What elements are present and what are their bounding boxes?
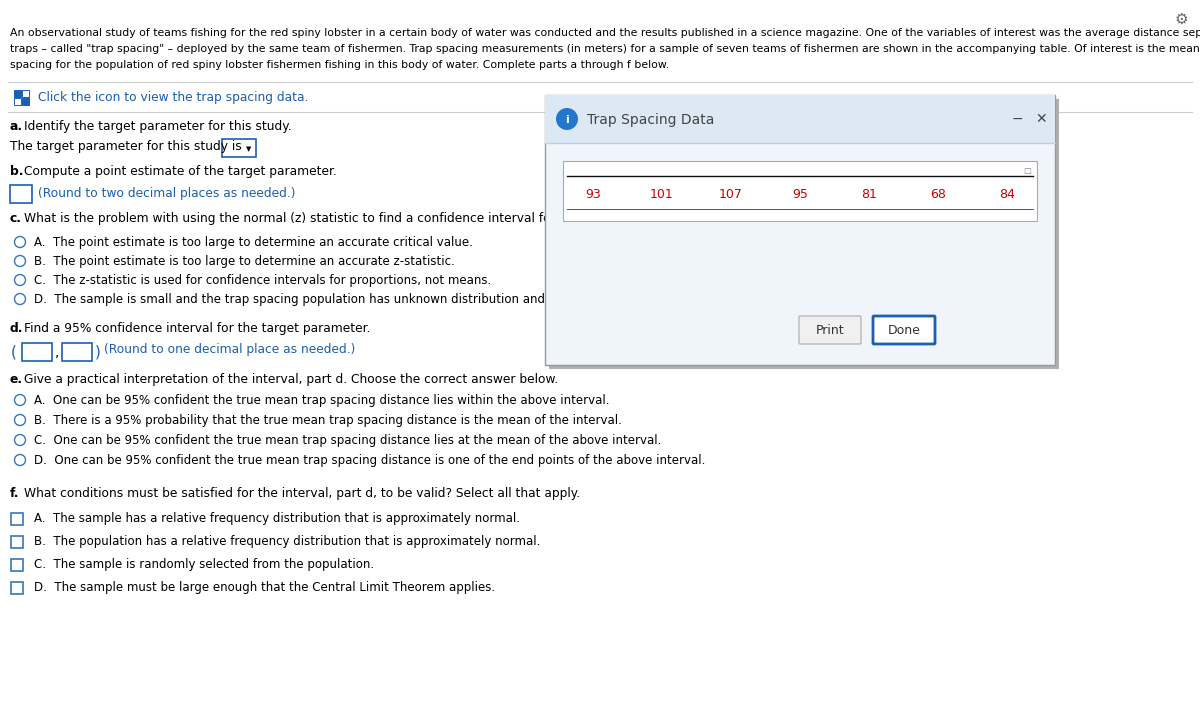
Circle shape xyxy=(14,275,25,285)
Text: C.  One can be 95% confident the true mean trap spacing distance lies at the mea: C. One can be 95% confident the true mea… xyxy=(34,434,661,447)
FancyBboxPatch shape xyxy=(11,513,23,525)
Text: Click the icon to view the trap spacing data.: Click the icon to view the trap spacing … xyxy=(38,92,308,104)
Text: B.  The population has a relative frequency distribution that is approximately n: B. The population has a relative frequen… xyxy=(34,535,540,548)
Text: 84: 84 xyxy=(1000,188,1015,201)
Text: ,: , xyxy=(55,345,59,359)
FancyBboxPatch shape xyxy=(799,316,862,344)
Text: −: − xyxy=(1012,112,1022,126)
Text: D.  The sample is small and the trap spacing population has unknown distribution: D. The sample is small and the trap spac… xyxy=(34,293,664,306)
Circle shape xyxy=(14,256,25,266)
Text: A.  The point estimate is too large to determine an accurate critical value.: A. The point estimate is too large to de… xyxy=(34,236,473,249)
FancyBboxPatch shape xyxy=(11,559,23,571)
FancyBboxPatch shape xyxy=(874,316,935,344)
Circle shape xyxy=(14,454,25,466)
Text: a.: a. xyxy=(10,120,23,133)
Text: ⚙: ⚙ xyxy=(1175,12,1188,27)
Text: Print: Print xyxy=(816,324,845,337)
Text: traps – called "trap spacing" – deployed by the same team of fishermen. Trap spa: traps – called "trap spacing" – deployed… xyxy=(10,44,1200,54)
Text: 107: 107 xyxy=(719,188,743,201)
Text: 101: 101 xyxy=(650,188,674,201)
Text: B.  The point estimate is too large to determine an accurate z-statistic.: B. The point estimate is too large to de… xyxy=(34,255,455,268)
Text: What conditions must be satisfied for the interval, part d, to be valid? Select : What conditions must be satisfied for th… xyxy=(24,487,580,500)
FancyBboxPatch shape xyxy=(22,343,52,361)
FancyBboxPatch shape xyxy=(14,98,22,105)
Text: What is the problem with using the normal (z) statistic to find a confidence int: What is the problem with using the norma… xyxy=(24,212,696,225)
Circle shape xyxy=(14,395,25,405)
Text: b.: b. xyxy=(10,165,24,178)
Text: Identify the target parameter for this study.: Identify the target parameter for this s… xyxy=(24,120,292,133)
Text: (: ( xyxy=(11,344,17,359)
Text: Give a practical interpretation of the interval, part d. Choose the correct answ: Give a practical interpretation of the i… xyxy=(24,373,558,386)
FancyBboxPatch shape xyxy=(10,185,32,203)
Text: The target parameter for this study is: The target parameter for this study is xyxy=(10,140,241,153)
Text: Done: Done xyxy=(888,324,920,337)
Circle shape xyxy=(556,108,578,130)
FancyBboxPatch shape xyxy=(11,582,23,594)
Text: 81: 81 xyxy=(862,188,877,201)
Text: f.: f. xyxy=(10,487,19,500)
Text: Trap Spacing Data: Trap Spacing Data xyxy=(587,113,714,127)
Circle shape xyxy=(14,415,25,425)
Circle shape xyxy=(14,435,25,445)
Text: Find a 95% confidence interval for the target parameter.: Find a 95% confidence interval for the t… xyxy=(24,322,371,335)
FancyBboxPatch shape xyxy=(545,95,1055,365)
Text: A.  One can be 95% confident the true mean trap spacing distance lies within the: A. One can be 95% confident the true mea… xyxy=(34,394,610,407)
FancyBboxPatch shape xyxy=(22,98,29,105)
FancyBboxPatch shape xyxy=(563,161,1037,221)
Circle shape xyxy=(14,293,25,305)
Text: (Round to two decimal places as needed.): (Round to two decimal places as needed.) xyxy=(38,187,295,200)
Text: ): ) xyxy=(95,344,101,359)
FancyBboxPatch shape xyxy=(222,139,256,157)
Circle shape xyxy=(14,236,25,248)
FancyBboxPatch shape xyxy=(62,343,92,361)
Text: (Round to one decimal place as needed.): (Round to one decimal place as needed.) xyxy=(104,343,355,356)
Text: D.  The sample must be large enough that the Central Limit Theorem applies.: D. The sample must be large enough that … xyxy=(34,581,496,594)
FancyBboxPatch shape xyxy=(14,90,22,97)
Text: C.  The sample is randomly selected from the population.: C. The sample is randomly selected from … xyxy=(34,558,374,571)
Text: ▼: ▼ xyxy=(246,146,252,152)
Text: D.  One can be 95% confident the true mean trap spacing distance is one of the e: D. One can be 95% confident the true mea… xyxy=(34,454,706,467)
Text: An observational study of teams fishing for the red spiny lobster in a certain b: An observational study of teams fishing … xyxy=(10,28,1200,38)
FancyBboxPatch shape xyxy=(545,95,1055,143)
Text: e.: e. xyxy=(10,373,23,386)
FancyBboxPatch shape xyxy=(22,90,29,97)
Text: B.  There is a 95% probability that the true mean trap spacing distance is the m: B. There is a 95% probability that the t… xyxy=(34,414,622,427)
Text: Compute a point estimate of the target parameter.: Compute a point estimate of the target p… xyxy=(24,165,337,178)
FancyBboxPatch shape xyxy=(550,99,1060,369)
Text: 68: 68 xyxy=(930,188,946,201)
Text: c.: c. xyxy=(10,212,22,225)
FancyBboxPatch shape xyxy=(11,536,23,548)
Text: spacing for the population of red spiny lobster fishermen fishing in this body o: spacing for the population of red spiny … xyxy=(10,60,670,70)
Text: □: □ xyxy=(1024,166,1031,175)
Text: C.  The z-statistic is used for confidence intervals for proportions, not means.: C. The z-statistic is used for confidenc… xyxy=(34,274,491,287)
Text: 95: 95 xyxy=(792,188,808,201)
Text: ✕: ✕ xyxy=(1036,112,1046,126)
Text: 93: 93 xyxy=(586,188,601,201)
Text: d.: d. xyxy=(10,322,24,335)
Text: i: i xyxy=(565,115,569,125)
Text: A.  The sample has a relative frequency distribution that is approximately norma: A. The sample has a relative frequency d… xyxy=(34,512,520,525)
